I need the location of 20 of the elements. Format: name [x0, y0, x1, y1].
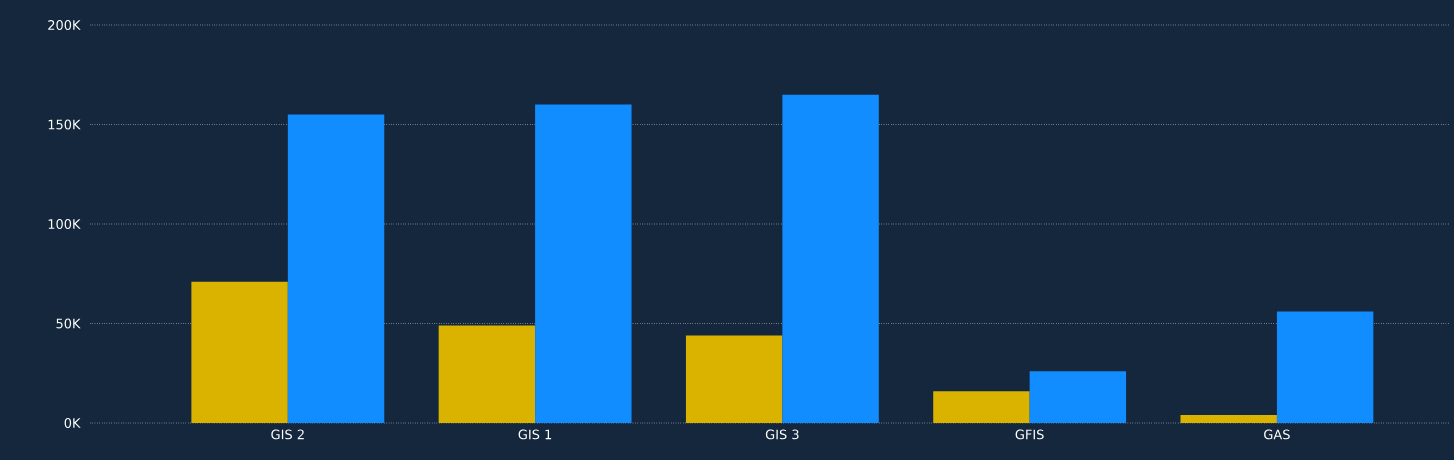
bar	[191, 281, 288, 423]
x-tick-label: GAS	[1264, 429, 1290, 440]
x-tick-label: GIS 3	[765, 429, 799, 440]
bar	[685, 335, 783, 423]
bar	[535, 104, 632, 423]
x-tick-label: GFIS	[1015, 429, 1044, 440]
bar	[1180, 415, 1277, 423]
y-tick-label: 200K	[48, 20, 81, 30]
bar	[782, 94, 879, 423]
y-tick-label: 0K	[64, 418, 81, 428]
x-tick-label: GIS 2	[271, 429, 304, 440]
x-tick-label: GIS 1	[518, 429, 552, 440]
y-tick-label: 50K	[56, 318, 81, 329]
bar	[1029, 371, 1127, 423]
bar	[287, 114, 385, 423]
bar	[1276, 311, 1374, 423]
bar	[438, 325, 536, 423]
y-tick-label: 100K	[48, 219, 81, 229]
y-tick-label: 150K	[48, 119, 81, 130]
bar	[933, 391, 1030, 423]
